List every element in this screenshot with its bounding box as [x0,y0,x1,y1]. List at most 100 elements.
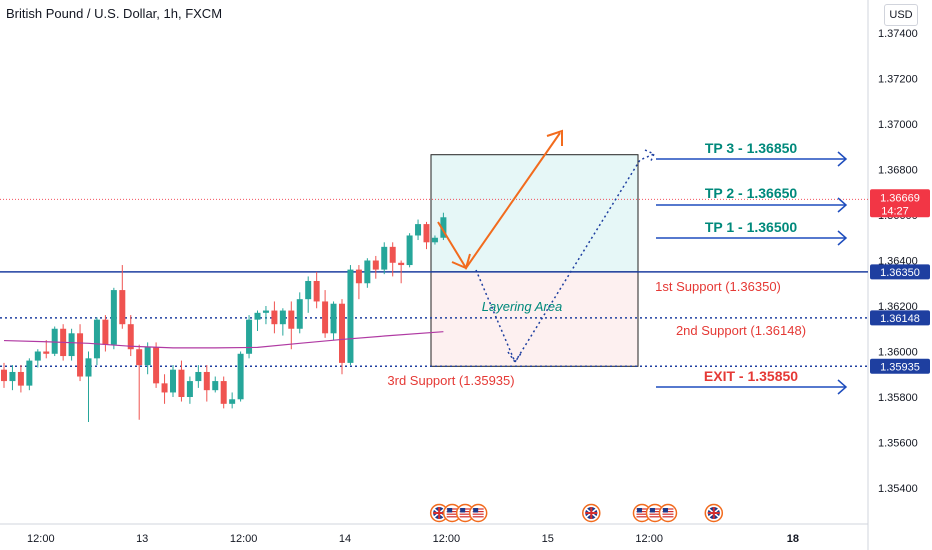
candle-body [144,346,151,366]
uk-flag-icon[interactable] [429,503,449,523]
candle[interactable] [431,235,438,245]
support-label-1: 1st Support (1.36350) [655,279,781,294]
candle-body [431,237,438,243]
us-flag-icon[interactable] [632,503,652,523]
y-tick-label: 1.36200 [878,301,918,313]
candle-body [246,319,253,354]
candle[interactable] [127,315,134,357]
candle-body [119,290,126,325]
candle[interactable] [254,310,261,332]
candle[interactable] [220,376,227,409]
flag-canton [473,508,479,513]
us-flag-icon[interactable] [658,503,678,523]
layering-area-label: Layering Area [482,299,562,314]
candle[interactable] [102,315,109,352]
projection-head [644,149,655,164]
candle-body [381,246,388,270]
candle-body [364,260,371,284]
candle-body [313,280,320,302]
zone-lower [430,271,639,367]
candle-body [372,260,379,270]
level-tag-3-bg [870,358,930,374]
support-levels: 1st Support (1.36350) 2nd Support (1.3614… [0,198,868,388]
candle[interactable] [144,342,151,375]
candle[interactable] [136,344,143,420]
y-tick-label: 1.35800 [878,392,918,404]
candle[interactable] [271,301,278,334]
x-tick-label: 15 [542,533,554,545]
candle[interactable] [381,242,388,275]
us-flag-icon[interactable] [455,503,475,523]
countdown-tag: 14:27 [881,205,909,217]
y-tick-label: 1.37400 [878,28,918,40]
candle[interactable] [153,342,160,388]
y-tick-label: 1.35600 [878,438,918,450]
candle[interactable] [212,376,219,393]
candle[interactable] [51,326,58,357]
candle[interactable] [279,308,286,336]
candle[interactable] [77,324,84,382]
candle[interactable] [406,233,413,268]
candle-body [406,235,413,266]
uk-flag-icon[interactable] [704,503,724,523]
candle[interactable] [1,362,7,388]
candle[interactable] [9,365,16,391]
candle[interactable] [119,265,126,329]
candle[interactable] [26,358,33,391]
candle[interactable] [161,374,168,404]
candle[interactable] [355,265,362,300]
candle[interactable] [372,255,379,279]
candle[interactable] [347,265,354,366]
current-price-tag: 1.36669 [880,192,920,204]
candle[interactable] [322,290,329,338]
candle-body [93,319,100,359]
candle[interactable] [330,301,337,341]
candle[interactable] [43,340,50,359]
zone-upper [430,154,639,273]
candle[interactable] [423,221,430,250]
candle-body [279,310,286,325]
candle[interactable] [440,212,447,241]
currency-button[interactable]: USD [884,4,918,26]
candle[interactable] [296,292,303,334]
target-label-1: TP 3 - 1.36850 [705,140,798,156]
candle[interactable] [34,349,41,368]
candle[interactable] [262,306,269,325]
candle[interactable] [398,260,405,284]
candle[interactable] [85,351,92,423]
candle[interactable] [229,392,236,409]
candle[interactable] [364,258,371,288]
us-flag-icon[interactable] [442,503,462,523]
candle[interactable] [288,301,295,350]
candle[interactable] [170,365,176,397]
candle[interactable] [110,287,117,350]
us-flag-icon[interactable] [645,503,665,523]
uk-flag-icon[interactable] [582,503,601,523]
candle-body [229,399,236,404]
y-tick-label: 1.35400 [878,483,918,495]
candle[interactable] [313,271,320,309]
candle-body [186,381,193,397]
level-tag-1-bg [870,264,930,280]
candle[interactable] [68,328,75,361]
candle[interactable] [305,276,312,313]
candle-body [322,301,329,334]
candle[interactable] [195,365,202,388]
target-label-3: TP 1 - 1.36500 [705,219,798,235]
candle[interactable] [389,242,396,277]
candle[interactable] [178,360,185,402]
candle[interactable] [93,317,100,366]
candle[interactable] [415,219,422,241]
candle[interactable] [339,299,345,375]
candle[interactable] [17,365,24,393]
candle-body [305,280,312,300]
us-flag-icon[interactable] [468,503,488,523]
candle[interactable] [237,351,244,402]
candle[interactable] [246,315,253,359]
y-tick-label: 1.36800 [878,165,918,177]
candle[interactable] [203,365,210,402]
candle[interactable] [186,376,193,404]
target-label-2: TP 2 - 1.36650 [705,185,798,201]
